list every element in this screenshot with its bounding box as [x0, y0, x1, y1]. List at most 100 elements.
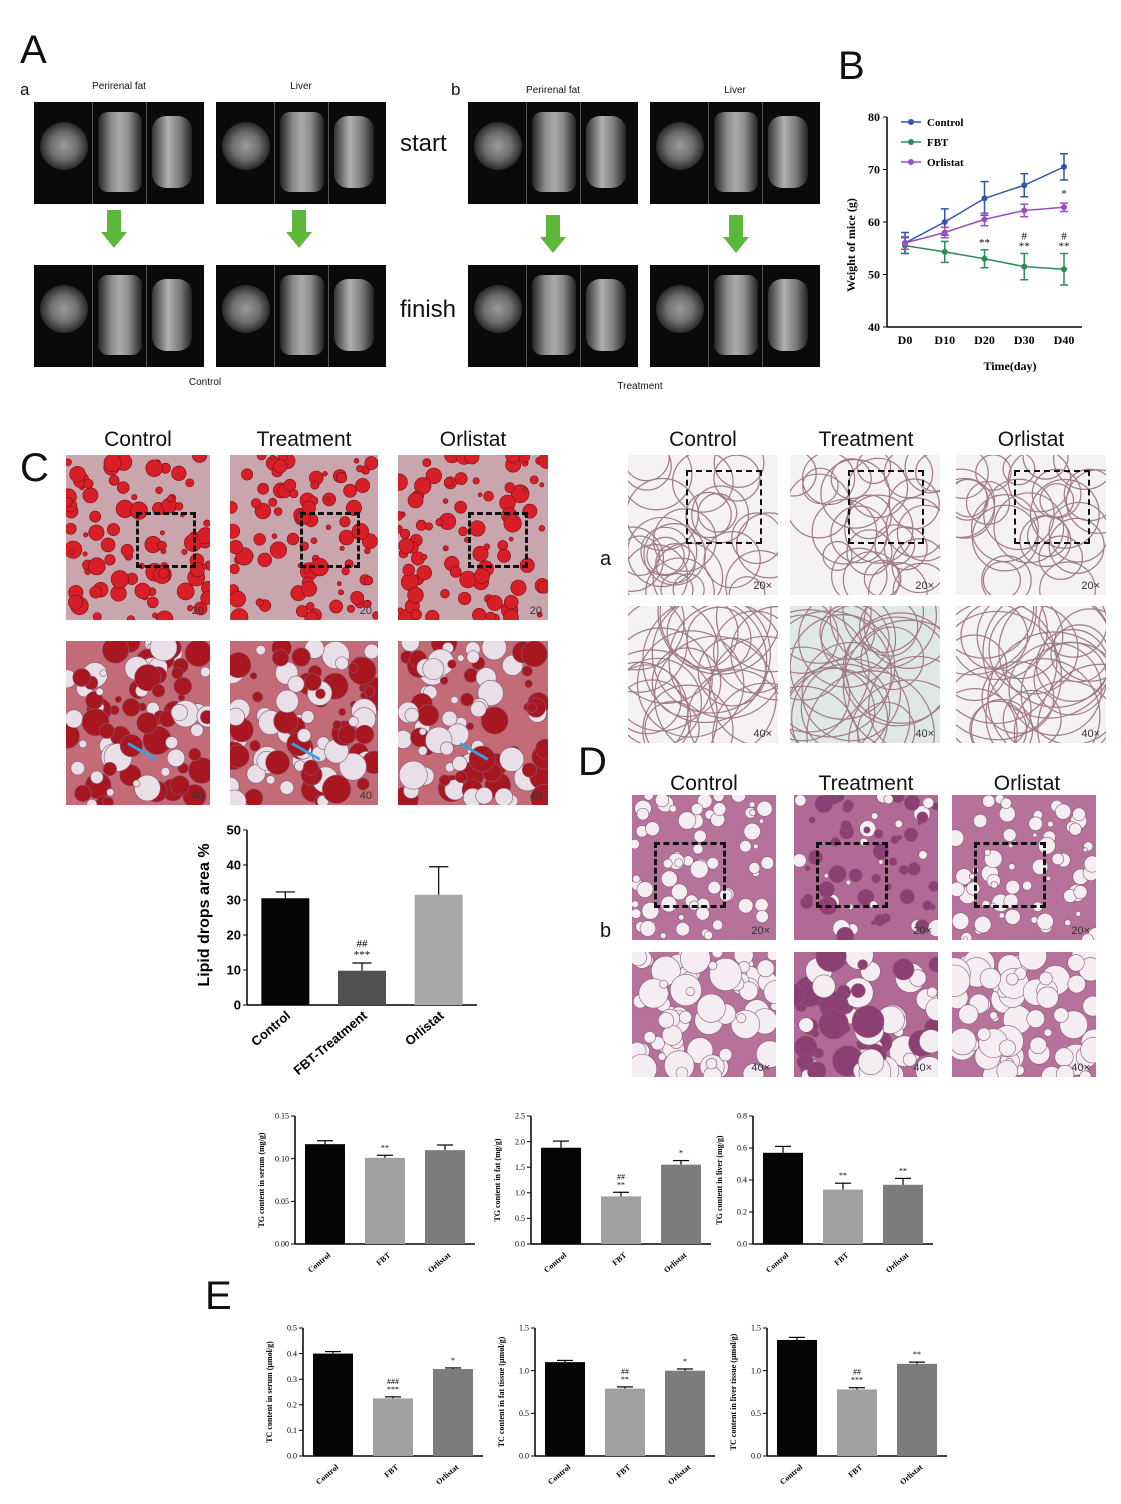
mri-scan-image — [468, 102, 638, 204]
cell-droplet — [675, 922, 690, 937]
cell-droplet — [748, 801, 756, 808]
cell-droplet — [739, 840, 752, 853]
cell-droplet — [850, 983, 866, 998]
cell-droplet — [131, 494, 138, 501]
cell-droplet — [632, 908, 642, 919]
cell-droplet — [1008, 863, 1016, 871]
cell-droplet — [398, 760, 428, 790]
cell-droplet — [522, 487, 528, 493]
cell-droplet — [297, 728, 312, 743]
label-liver-a: Liver — [290, 81, 312, 92]
y-tick-label: 1.5 — [751, 1324, 761, 1333]
cell-droplet — [632, 874, 641, 883]
cell-droplet — [372, 611, 378, 620]
y-tick-label: 0.3 — [287, 1375, 297, 1384]
cell-droplet — [812, 974, 836, 999]
micrograph-image: 20× — [632, 795, 776, 940]
cell-droplet — [78, 739, 88, 749]
cell-outline — [976, 606, 1064, 680]
cell-droplet — [1002, 828, 1017, 842]
cell-droplet — [454, 500, 467, 514]
divider — [146, 265, 147, 367]
x-tick-label: Orlistat — [884, 1250, 910, 1274]
cell-droplet — [925, 997, 938, 1021]
cell-droplet — [338, 589, 344, 596]
cell-droplet — [1003, 893, 1019, 909]
cell-droplet — [439, 676, 449, 685]
cell-droplet — [440, 589, 450, 599]
cell-droplet — [200, 710, 210, 725]
significance-mark: * — [451, 1356, 455, 1365]
cell-outline — [790, 606, 839, 674]
cell-droplet — [188, 757, 210, 784]
cell-droplet — [711, 952, 723, 959]
cell-droplet — [187, 605, 194, 612]
significance-mark: *** — [354, 949, 371, 961]
y-tick-label: 0.5 — [751, 1409, 761, 1418]
cell-droplet — [190, 723, 204, 737]
cell-outline — [790, 614, 847, 701]
cell-droplet — [363, 575, 374, 586]
cell-outline — [965, 480, 1010, 525]
cell-droplet — [185, 478, 195, 488]
cell-droplet — [712, 795, 725, 803]
label-finish: finish — [400, 296, 457, 323]
significance-mark: ## — [357, 938, 369, 950]
significance-mark: ** — [899, 1166, 907, 1175]
cell-droplet — [89, 585, 102, 599]
cell-droplet — [731, 795, 747, 803]
cell-droplet — [271, 649, 290, 667]
x-tick-label: Control — [314, 1462, 341, 1486]
y-tick-label: 0.0 — [515, 1240, 525, 1249]
bar-control — [541, 1147, 581, 1244]
mri-sagittal-view — [334, 116, 374, 188]
cell-outline — [806, 670, 935, 743]
cell-droplet — [100, 537, 116, 553]
mri-scan-image — [216, 102, 386, 204]
x-tick-label: FBT-Treatment — [291, 1007, 371, 1077]
y-tick-label: 0.05 — [275, 1197, 289, 1206]
cell-droplet — [230, 563, 240, 575]
cell-outline — [791, 658, 911, 743]
tc-liver-bar-chart: 0.0 0.5 1.0 1.5 Control ##*** FBT ** Orlistat TC … — [729, 1324, 947, 1487]
micrograph-image: 40× — [794, 952, 938, 1077]
micrograph-image: 40 — [398, 641, 548, 805]
cell-droplet — [848, 868, 863, 883]
cell-droplet — [89, 510, 101, 523]
cell-outline — [713, 455, 761, 502]
cell-droplet — [1028, 816, 1043, 831]
cell-droplet — [442, 545, 449, 552]
micrograph-texture — [230, 455, 378, 620]
bar-control — [777, 1339, 817, 1456]
magnification-label: 20 — [529, 605, 542, 617]
green-arrow-icon — [101, 210, 127, 248]
cell-droplet — [892, 958, 915, 981]
significance-mark: ## — [617, 1172, 625, 1181]
mri-sagittal-view — [152, 279, 192, 351]
cell-droplet — [1051, 852, 1065, 866]
magnification-label: 40 — [529, 790, 542, 802]
cell-droplet — [435, 518, 444, 527]
cell-droplet — [475, 787, 493, 805]
cell-outline — [628, 606, 685, 671]
cell-droplet — [191, 455, 208, 463]
x-tick-label: Control — [248, 1008, 293, 1049]
cell-droplet — [477, 492, 483, 498]
cell-droplet — [927, 919, 938, 938]
data-point — [941, 248, 948, 255]
data-point — [1061, 266, 1067, 273]
divider — [146, 102, 147, 204]
cell-droplet — [92, 612, 102, 620]
cell-droplet — [738, 898, 754, 914]
mri-axial-view — [40, 285, 88, 333]
y-axis-label: TG content in liver (mg/g) — [715, 1135, 724, 1225]
cell-outline — [646, 536, 685, 576]
cell-droplet — [708, 961, 718, 971]
cell-droplet — [891, 795, 905, 804]
cell-droplet — [417, 704, 440, 727]
bar-fbt — [373, 1398, 413, 1456]
mri-axial-view — [656, 122, 704, 170]
mri-coronal-view — [532, 275, 576, 355]
cell-droplet — [755, 1040, 776, 1068]
bar-control — [261, 898, 310, 1005]
